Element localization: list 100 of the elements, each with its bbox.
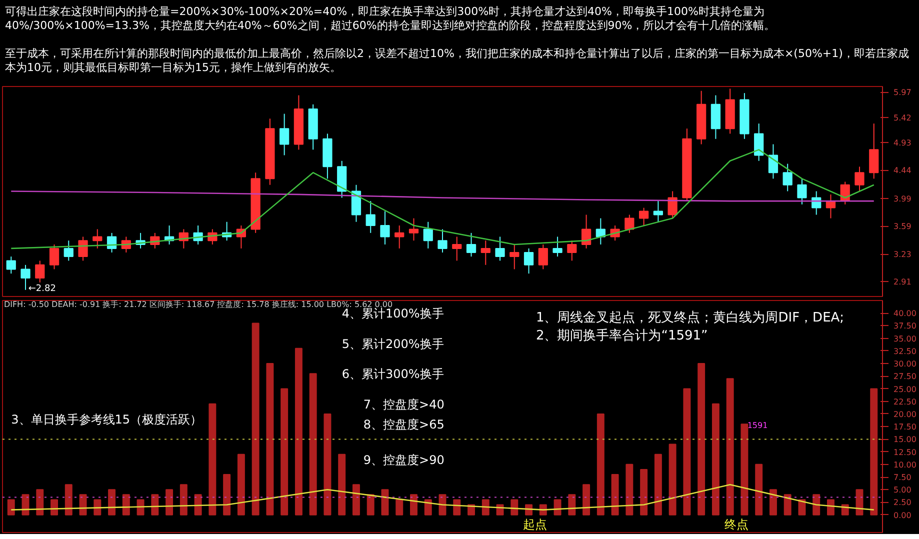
bar — [726, 378, 734, 516]
annotation: 7、控盘度>40 — [363, 397, 444, 412]
bar — [252, 322, 260, 516]
candlestick — [495, 236, 505, 262]
y-tick-label: 32.50 — [894, 346, 916, 356]
y-tick-label: 0.00 — [894, 510, 912, 520]
candlestick — [106, 232, 117, 253]
candlestick — [854, 166, 864, 192]
bar — [596, 413, 604, 516]
candlestick — [638, 207, 649, 226]
y-tick-label: 20.00 — [894, 410, 916, 419]
bar — [324, 413, 332, 516]
y-tick-label: 3.23 — [894, 250, 912, 260]
candlestick — [452, 236, 462, 262]
bar — [453, 499, 461, 516]
bar — [94, 499, 102, 516]
y-tick-label: 5.42 — [894, 114, 912, 123]
bar — [668, 444, 676, 516]
bar — [7, 499, 15, 516]
candlestick — [35, 260, 45, 283]
annotation: 4、累计100%换手 — [342, 306, 444, 321]
y-tick-label: 30.00 — [894, 360, 916, 369]
ref-line-label: 3、单日换手参考线15（极度活跃） — [11, 412, 202, 427]
bar — [294, 348, 302, 516]
candlestick — [581, 214, 592, 249]
candlestick — [812, 190, 822, 216]
chart-title: 可得出庄家在这段时间内的持仓量=200%×30%-100%×20%=40%，即庄家在换手率达到300%时，其持仓量才达到40%，即每换手100%时其持仓量为40%/300%×100%=13.3%，其控盘度大约在40%～60%之间，超过60%的持仓量即达到绝对控盘的阶段，控盘程度达到90%，所以才会有十几倍的涨幅。 — [5, 5, 776, 32]
bar — [812, 494, 820, 516]
candlestick — [538, 244, 548, 270]
y-tick-label: 4.93 — [894, 138, 912, 148]
bar — [482, 499, 490, 516]
candlestick — [380, 210, 390, 245]
bar — [208, 403, 216, 516]
candlestick — [49, 244, 60, 270]
y-tick-label: 12.50 — [894, 448, 916, 457]
annotation: 1、周线金叉起点，死叉终点；黄白线为周DIF，DEA; — [536, 310, 844, 326]
candlestick — [92, 228, 102, 249]
candlestick — [408, 218, 419, 242]
annotation: ←2.82 — [28, 284, 56, 294]
bar — [554, 499, 562, 516]
bar — [180, 484, 188, 516]
annotation: 9、控盘度>90 — [363, 452, 444, 467]
y-tick-label: 10.00 — [894, 460, 916, 470]
y-tick-label: 35.00 — [894, 334, 916, 344]
candlestick — [64, 240, 74, 262]
bar — [166, 489, 174, 516]
candlestick — [567, 240, 577, 262]
candlestick — [366, 200, 376, 234]
bar — [136, 499, 144, 516]
bar — [698, 363, 706, 516]
y-tick-label: 3.59 — [894, 222, 912, 232]
candlestick — [423, 221, 433, 249]
bar — [424, 499, 432, 516]
y-tick-label: 5.00 — [894, 486, 912, 495]
y-tick-label: 2.50 — [894, 498, 912, 508]
candlestick — [510, 244, 520, 270]
bar — [36, 489, 44, 516]
bar — [582, 484, 590, 516]
bar — [194, 494, 202, 516]
bar — [640, 468, 648, 516]
annotation: 起点 — [523, 517, 548, 532]
bar — [798, 499, 806, 516]
candlestick — [869, 123, 879, 180]
bar — [266, 363, 274, 516]
y-tick-label: 22.50 — [894, 397, 916, 406]
candlestick — [280, 113, 290, 156]
candlestick — [466, 232, 476, 258]
bar — [410, 494, 418, 516]
bar — [338, 454, 346, 516]
line-series — [10, 484, 875, 510]
bar — [769, 489, 777, 516]
bar — [870, 388, 878, 516]
candlestick — [668, 190, 678, 219]
candlestick — [624, 214, 634, 234]
candlestick — [768, 144, 778, 180]
y-tick-label: 4.44 — [894, 166, 912, 176]
bar — [626, 464, 634, 516]
y-tick-label: 37.50 — [894, 322, 916, 331]
bar — [309, 373, 317, 516]
bar — [79, 494, 87, 516]
chart-subtitle: 至于成本，可采用在所计算的那段时间内的最低价加上最高价，然后除以2，误差不超过10%，我们把庄家的成本和持仓量计算出了以后，庄家的第一目标为成本×(50%+1)，即若庄家成本为10元，则其最低目标即第一目标为15元，操作上做到有的放矢。 — [5, 47, 909, 74]
bar — [740, 424, 748, 516]
bar — [50, 499, 58, 516]
bar — [396, 499, 404, 516]
y-tick-label: 17.50 — [894, 422, 916, 432]
y-tick-label: 40.00 — [894, 309, 916, 318]
candlestick — [596, 218, 606, 245]
candlestick — [20, 264, 30, 290]
bar — [755, 464, 763, 516]
candlestick — [394, 225, 404, 249]
y-tick-label: 27.50 — [894, 372, 916, 382]
candlestick — [754, 123, 764, 162]
bar — [108, 489, 116, 516]
bar — [352, 484, 360, 516]
y-tick-label: 25.00 — [894, 384, 916, 394]
bar — [827, 499, 834, 516]
candlestick — [438, 228, 448, 253]
y-tick-label: 7.50 — [894, 473, 912, 482]
candlestick — [480, 240, 490, 266]
candlestick — [78, 236, 88, 262]
